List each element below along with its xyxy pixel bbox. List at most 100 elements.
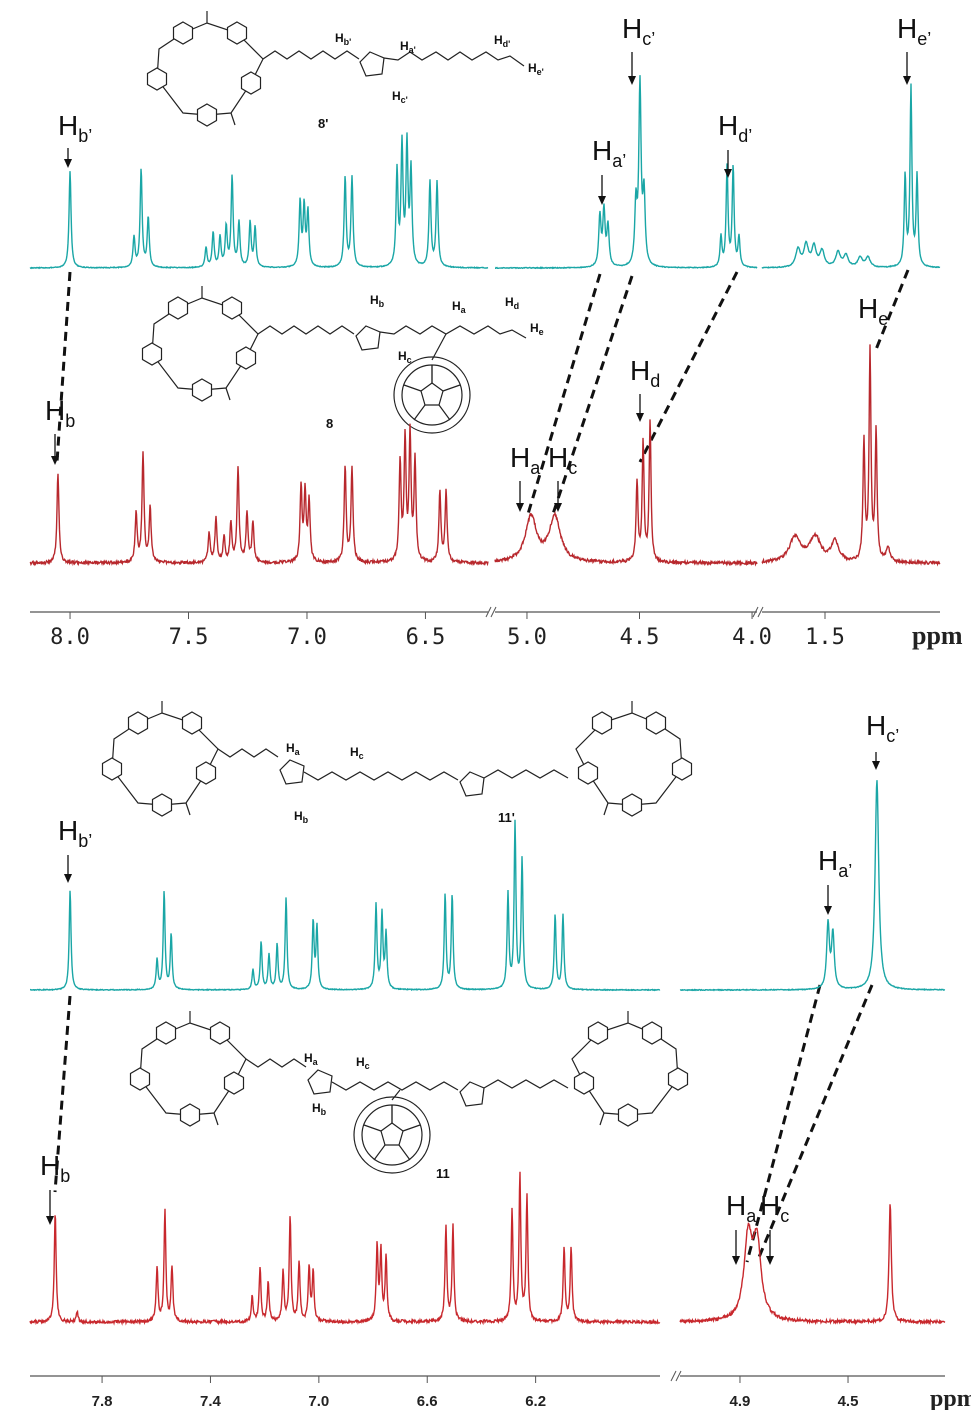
structure-label: Hc <box>398 349 412 365</box>
peak-label: Hc <box>760 1190 789 1226</box>
structure-label-main: H <box>370 293 379 307</box>
spectrum <box>29 132 489 270</box>
structure-label-main: H <box>350 745 359 759</box>
peak-label-main: H <box>510 442 530 473</box>
x-tick-label: 1.5 <box>805 625 845 650</box>
peak-label: Hd <box>630 355 660 391</box>
structure-label-sub: c' <box>401 95 408 105</box>
peak-label: Hb’ <box>58 815 92 851</box>
structure-label-sub: b <box>321 1107 327 1117</box>
structure-label-sub: e <box>539 327 544 337</box>
structure-label-main: H <box>530 321 539 335</box>
arrow-head <box>64 874 72 883</box>
structure-label-main: H <box>286 741 295 755</box>
peak-label-main: H <box>45 395 65 426</box>
arrow-head <box>554 503 562 512</box>
spectrum <box>29 1171 661 1326</box>
structure-label-sub: b <box>303 815 309 825</box>
x-tick-label: 6.2 <box>525 1393 546 1410</box>
peak-label: Hc’ <box>622 13 655 49</box>
structure-label-sub: d' <box>503 39 511 49</box>
peak-label-main: H <box>760 1190 780 1221</box>
structure-label: Hd' <box>494 33 510 49</box>
x-tick-label: 7.8 <box>92 1393 113 1410</box>
structure-label: Hc <box>356 1055 370 1071</box>
peak-label-sub: a’ <box>612 151 626 171</box>
structure-label-main: H <box>398 349 407 363</box>
peak-label-main: H <box>818 845 838 876</box>
structure-label-sub: a <box>461 305 467 315</box>
structure <box>143 286 527 434</box>
x-tick-label: 4.5 <box>838 1393 859 1410</box>
x-tick-label: 5.0 <box>507 625 547 650</box>
x-tick-label: 7.0 <box>308 1393 329 1410</box>
axis-break <box>485 606 497 618</box>
peak-label-sub: a <box>746 1206 757 1226</box>
structure-label-sub: a <box>295 747 301 757</box>
arrow-head <box>51 456 59 465</box>
arrow-head <box>724 169 732 178</box>
peak-label: Hb’ <box>58 110 92 146</box>
arrow-head <box>903 76 911 85</box>
x-tick-label: 6.6 <box>417 1393 438 1410</box>
arrow-head <box>732 1256 740 1265</box>
structure-label-sub: c <box>359 751 364 761</box>
x-axis-label: ppm <box>912 621 963 650</box>
peak-label-sub: c’ <box>886 726 899 746</box>
x-tick-label: 7.0 <box>287 625 327 650</box>
structure-label: Ha <box>286 741 301 757</box>
peak-label: Ha <box>726 1190 757 1226</box>
peak-label-main: H <box>718 110 738 141</box>
peak-label-main: H <box>58 110 78 141</box>
structure-label-main: H <box>356 1055 365 1069</box>
structure-label-sub: b <box>379 299 385 309</box>
peak-label-main: H <box>58 815 78 846</box>
peak-label-sub: b’ <box>78 126 92 146</box>
peak-label-main: H <box>897 13 917 44</box>
peak-label-main: H <box>592 135 612 166</box>
structure-label-main: H <box>294 809 303 823</box>
arrow-head <box>598 196 606 205</box>
structure <box>148 11 525 126</box>
arrow-head <box>64 159 72 168</box>
compound-number: 11 <box>436 1166 450 1181</box>
peak-label-main: H <box>548 442 568 473</box>
peak-label: Hb <box>40 1150 70 1186</box>
structure-label: Hb' <box>335 31 351 47</box>
structure-label-main: H <box>505 295 514 309</box>
structure-label-main: H <box>400 39 409 53</box>
structure-label: He <box>530 321 544 337</box>
arrow-head <box>872 761 880 770</box>
x-tick-label: 7.5 <box>169 625 209 650</box>
structure-label-sub: e' <box>537 67 544 77</box>
peak-label: He <box>858 293 888 329</box>
peak-label-sub: b <box>65 411 75 431</box>
structure-label: Ha <box>304 1051 319 1067</box>
spectrum <box>494 419 758 567</box>
peak-label-sub: c <box>780 1206 789 1226</box>
peak-label-sub: c’ <box>642 29 655 49</box>
structure-label: Ha <box>452 299 467 315</box>
compound-number: 8' <box>318 116 328 131</box>
structure-label: Hc <box>350 745 364 761</box>
compound-number: 11' <box>498 810 515 825</box>
x-tick-label: 4.5 <box>620 625 660 650</box>
spectrum <box>29 423 489 567</box>
peak-label: Hd’ <box>718 110 752 146</box>
structure-label-sub: b' <box>344 37 352 47</box>
arrow-head <box>766 1256 774 1265</box>
peak-label: Ha’ <box>592 135 626 171</box>
peak-label-sub: e’ <box>917 29 931 49</box>
x-tick-label: 6.5 <box>406 625 446 650</box>
structure <box>103 701 692 816</box>
arrow-head <box>516 503 524 512</box>
peak-label-sub: e <box>878 309 888 329</box>
peak-label-sub: a <box>530 458 541 478</box>
structure-label-main: H <box>304 1051 313 1065</box>
peak-label-main: H <box>866 710 886 741</box>
spectrum <box>679 1204 946 1326</box>
structure <box>131 1011 688 1174</box>
structure-label-main: H <box>312 1101 321 1115</box>
structure-label-main: H <box>528 61 537 75</box>
